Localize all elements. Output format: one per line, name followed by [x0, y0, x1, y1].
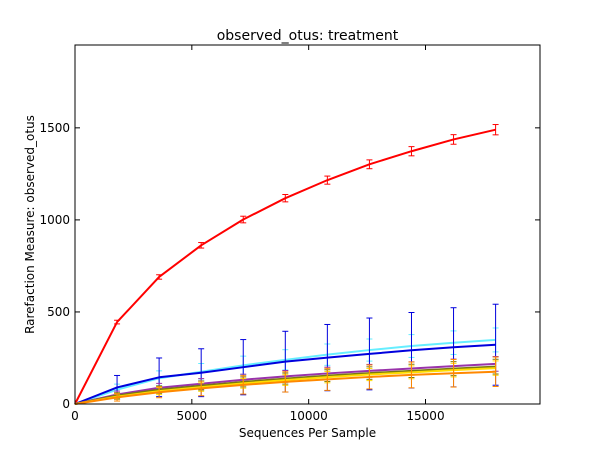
plot-area [74, 124, 499, 405]
axis-ticks: 0 5000 10000 15000 0 500 1000 1500 [39, 45, 540, 423]
x-tick-label: 10000 [290, 409, 328, 423]
y-tick-label: 1500 [39, 121, 70, 135]
y-tick-label: 1000 [39, 213, 70, 227]
y-axis-label: Rarefaction Measure: observed_otus [23, 115, 37, 334]
axes-frame [74, 44, 541, 405]
series-7 [74, 356, 499, 405]
x-tick-label: 5000 [177, 409, 208, 423]
x-tick-label: 0 [71, 409, 79, 423]
chart-title: observed_otus: treatment [217, 28, 399, 44]
y-tick-label: 0 [62, 397, 70, 411]
series-1 [74, 124, 499, 405]
x-axis-label: Sequences Per Sample [239, 426, 376, 440]
x-tick-label: 15000 [406, 409, 444, 423]
y-tick-label: 500 [47, 305, 70, 319]
